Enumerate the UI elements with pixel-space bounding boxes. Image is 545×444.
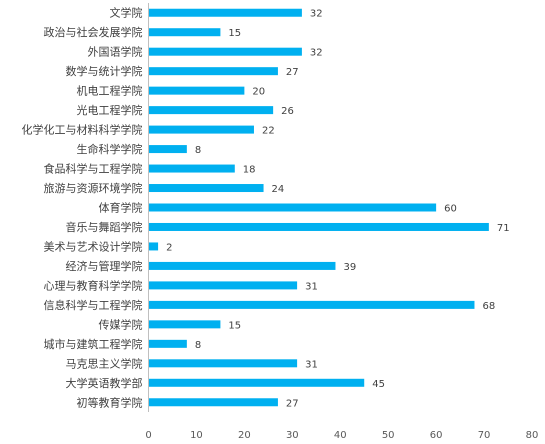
x-tick-label: 40	[334, 430, 347, 441]
bar	[148, 184, 264, 193]
value-label: 15	[228, 320, 241, 331]
bar	[148, 203, 437, 212]
x-tick-label: 20	[238, 430, 251, 441]
category-label: 体育学院	[99, 201, 143, 215]
value-label: 71	[497, 223, 510, 234]
category-labels-group: 文学院政治与社会发展学院外国语学院数学与统计学院机电工程学院光电工程学院化学化工…	[22, 6, 143, 410]
category-label: 马克思主义学院	[66, 356, 143, 370]
category-label: 化学化工与材料科学学院	[22, 123, 143, 137]
category-label: 旅游与资源环境学院	[44, 181, 143, 195]
category-label: 美术与艺术设计学院	[44, 239, 143, 253]
value-label: 45	[372, 379, 385, 390]
bar	[148, 125, 254, 134]
category-label: 政治与社会发展学院	[44, 25, 143, 39]
bar	[148, 222, 489, 231]
value-label: 8	[195, 145, 201, 156]
x-tick-label: 50	[382, 430, 395, 441]
bar	[148, 378, 365, 387]
value-label: 18	[243, 165, 256, 176]
category-label: 传媒学院	[99, 317, 143, 331]
x-tick-label: 80	[526, 430, 539, 441]
value-label: 22	[262, 126, 275, 137]
value-labels-group: 32 15 32 27 20 26 22 8 18 24 60 71 2 39 31 68 15 8 31 45 27	[166, 9, 510, 410]
bar	[148, 8, 302, 17]
bar	[148, 242, 159, 251]
category-label: 生命科学学院	[77, 142, 143, 156]
category-label: 经济与管理学院	[66, 259, 143, 273]
value-label: 32	[310, 9, 323, 20]
bar	[148, 86, 245, 95]
bar	[148, 164, 235, 173]
category-label: 信息科学与工程学院	[44, 298, 143, 312]
value-label: 68	[482, 301, 495, 312]
bar	[148, 67, 278, 76]
value-label: 31	[305, 281, 318, 292]
value-label: 20	[252, 87, 265, 98]
value-label: 2	[166, 242, 172, 253]
bar	[148, 261, 336, 270]
x-tick-label: 10	[190, 430, 203, 441]
category-label: 外国语学院	[88, 45, 143, 59]
bar	[148, 300, 475, 309]
bar	[148, 281, 298, 290]
category-label: 初等教育学院	[77, 395, 143, 409]
value-label: 60	[444, 204, 457, 215]
value-label: 39	[343, 262, 356, 273]
x-tick-label: 30	[286, 430, 299, 441]
category-label: 数学与统计学院	[66, 64, 143, 78]
value-label: 15	[228, 28, 241, 39]
category-label: 音乐与舞蹈学院	[66, 220, 143, 234]
value-label: 32	[310, 48, 323, 59]
category-label: 文学院	[110, 6, 143, 20]
value-label: 31	[305, 359, 318, 370]
category-label: 城市与建筑工程学院	[44, 337, 143, 351]
bar	[148, 28, 221, 37]
bar	[148, 339, 187, 348]
value-label: 24	[272, 184, 285, 195]
bar	[148, 145, 187, 154]
category-label: 机电工程学院	[77, 84, 143, 98]
value-label: 27	[286, 67, 299, 78]
value-label: 8	[195, 340, 201, 351]
x-tick-label: 60	[430, 430, 443, 441]
category-label: 心理与教育科学学院	[44, 278, 143, 292]
category-label: 光电工程学院	[77, 103, 143, 117]
bars-group	[148, 8, 489, 407]
bar	[148, 359, 298, 368]
value-label: 26	[281, 106, 294, 117]
bar	[148, 106, 274, 115]
category-label: 大学英语教学部	[66, 376, 143, 390]
x-tick-label: 0	[145, 430, 151, 441]
x-tick-label: 70	[478, 430, 491, 441]
bar	[148, 47, 302, 56]
x-tick-labels-group: 0 10 20 30 40 50 60 70 80	[145, 430, 538, 441]
bar	[148, 398, 278, 407]
bar	[148, 320, 221, 329]
value-label: 27	[286, 398, 299, 409]
category-label: 食品科学与工程学院	[44, 162, 143, 176]
